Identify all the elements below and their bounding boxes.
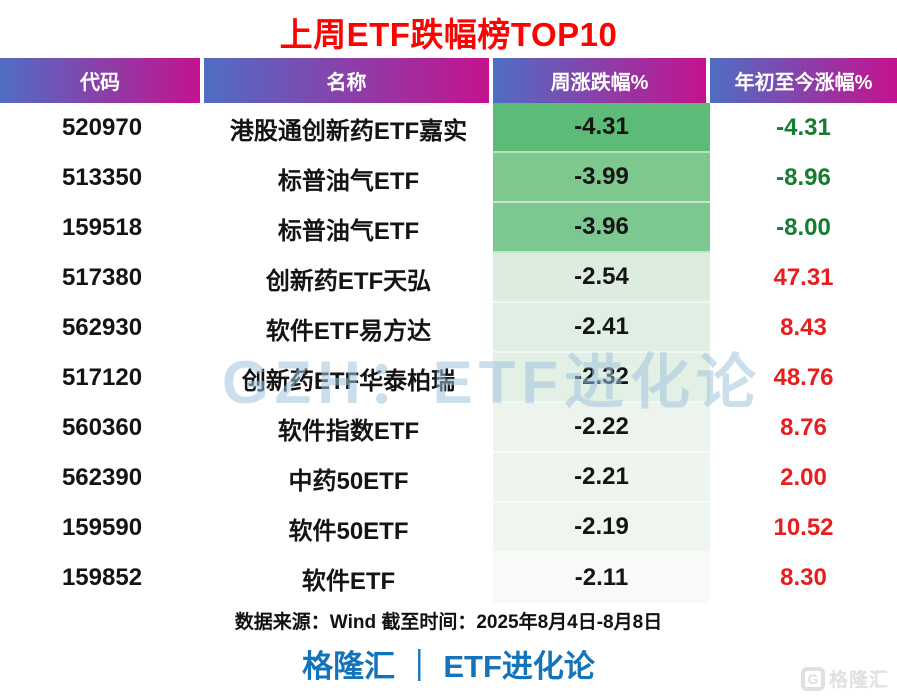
data-source-note: 数据来源：Wind 截至时间：2025年8月4日-8月8日 <box>234 612 663 633</box>
ytd-change-cell: 8.43 <box>780 314 827 341</box>
ytd-change-cell: 2.00 <box>780 464 827 491</box>
weekly-change-cell: -2.11 <box>493 553 710 603</box>
code-cell: 520970 <box>61 114 143 141</box>
weekly-change-cell: -4.31 <box>493 103 710 153</box>
table-row: 520970 港股通创新药ETF嘉实 -4.31 -4.31 <box>0 103 897 153</box>
name-cell: 软件50ETF <box>288 517 409 545</box>
table-row: 562930 软件ETF易方达 -2.41 8.43 <box>0 303 897 353</box>
code-cell: 517380 <box>61 264 143 291</box>
code-cell: 159518 <box>61 214 143 241</box>
page-title: 上周ETF跌幅榜TOP10 <box>279 16 618 53</box>
table-row: 159518 标普油气ETF -3.96 -8.00 <box>0 203 897 253</box>
weekly-change-cell: -2.41 <box>493 303 710 353</box>
ytd-change-cell: -8.00 <box>776 214 831 241</box>
ytd-change-cell: -8.96 <box>776 164 831 191</box>
code-cell: 513350 <box>61 164 143 191</box>
name-cell: 软件ETF <box>301 567 396 595</box>
header-cell-weekly: 周涨跌幅% <box>493 58 706 103</box>
ytd-change-cell: 47.31 <box>773 264 834 291</box>
table-row: 562390 中药50ETF -2.21 2.00 <box>0 453 897 503</box>
name-cell: 软件指数ETF <box>277 417 420 445</box>
table-header-row: 代码 名称 周涨跌幅% 年初至今涨幅% <box>0 58 897 103</box>
weekly-change-cell: -2.22 <box>493 403 710 453</box>
name-cell: 创新药ETF天弘 <box>265 267 432 295</box>
code-cell: 159590 <box>61 514 143 541</box>
weekly-change-cell: -2.32 <box>493 353 710 403</box>
header-cell-name: 名称 <box>204 58 489 103</box>
name-cell: 中药50ETF <box>288 467 409 495</box>
weekly-change-cell: -3.99 <box>493 153 710 203</box>
table-row: 560360 软件指数ETF -2.22 8.76 <box>0 403 897 453</box>
weekly-change-cell: -2.21 <box>493 453 710 503</box>
code-cell: 517120 <box>61 364 143 391</box>
gelonghui-g-icon: G <box>800 666 825 691</box>
brand-footer: 格隆汇 ｜ ETF进化论 <box>302 649 595 684</box>
table-row: 513350 标普油气ETF -3.99 -8.96 <box>0 153 897 203</box>
weekly-change-cell: -3.96 <box>493 203 710 253</box>
table-row: 517120 创新药ETF华泰柏瑞 -2.32 48.76 <box>0 353 897 403</box>
name-cell: 软件ETF易方达 <box>265 317 432 345</box>
header-cell-code: 代码 <box>0 58 200 103</box>
etf-decline-table: 代码 名称 周涨跌幅% 年初至今涨幅% 520970 港股通创新药ETF嘉实 -… <box>0 58 897 603</box>
code-cell: 562930 <box>61 314 143 341</box>
weekly-change-cell: -2.19 <box>493 503 710 553</box>
code-cell: 562390 <box>61 464 143 491</box>
table-row: 159590 软件50ETF -2.19 10.52 <box>0 503 897 553</box>
code-cell: 159852 <box>61 564 143 591</box>
gelonghui-logo: G 格隆汇 <box>800 665 889 692</box>
name-cell: 标普油气ETF <box>277 167 420 195</box>
ytd-change-cell: 48.76 <box>773 364 834 391</box>
ytd-change-cell: 8.30 <box>780 564 827 591</box>
header-cell-ytd: 年初至今涨幅% <box>710 58 897 103</box>
gelonghui-logo-text: 格隆汇 <box>828 670 889 691</box>
table-row: 517380 创新药ETF天弘 -2.54 47.31 <box>0 253 897 303</box>
table-row: 159852 软件ETF -2.11 8.30 <box>0 553 897 603</box>
code-cell: 560360 <box>61 414 143 441</box>
ytd-change-cell: 10.52 <box>773 514 834 541</box>
ytd-change-cell: -4.31 <box>776 114 831 141</box>
weekly-change-cell: -2.54 <box>493 253 710 303</box>
name-cell: 港股通创新药ETF嘉实 <box>229 117 468 145</box>
name-cell: 创新药ETF华泰柏瑞 <box>241 367 456 395</box>
ytd-change-cell: 8.76 <box>780 414 827 441</box>
name-cell: 标普油气ETF <box>277 217 420 245</box>
